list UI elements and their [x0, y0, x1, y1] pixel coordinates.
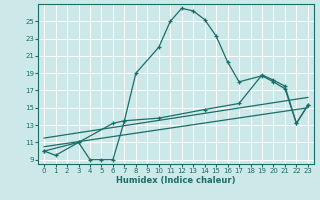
- X-axis label: Humidex (Indice chaleur): Humidex (Indice chaleur): [116, 176, 236, 185]
